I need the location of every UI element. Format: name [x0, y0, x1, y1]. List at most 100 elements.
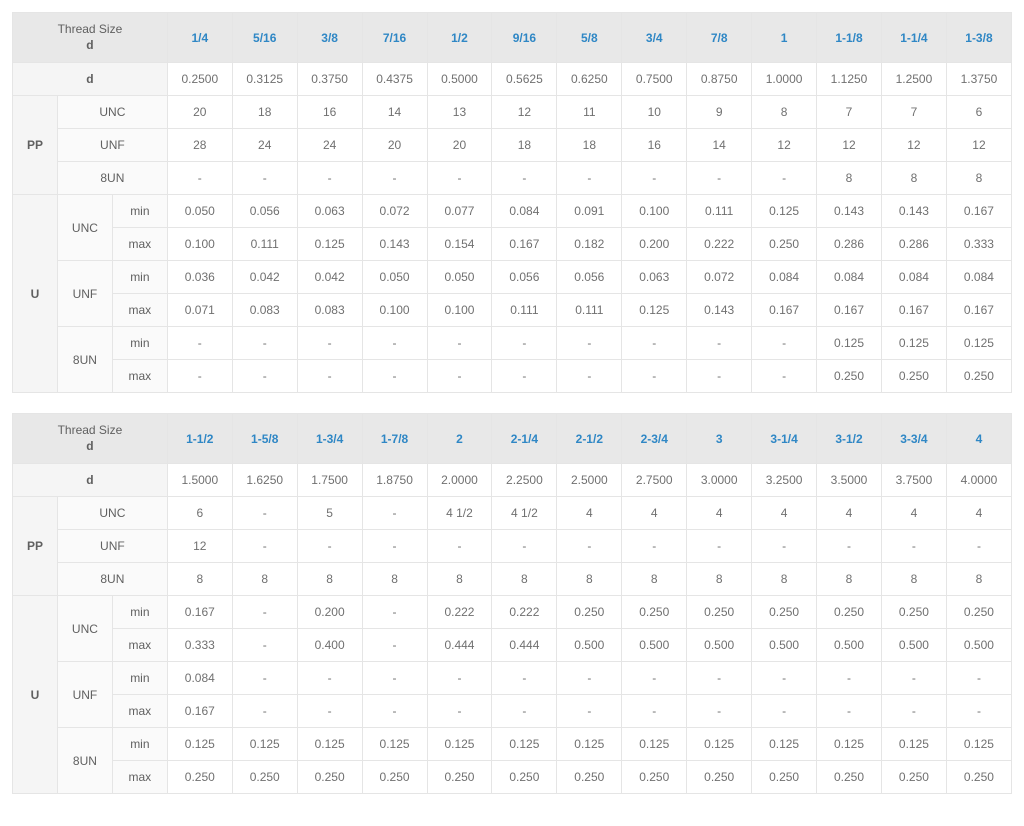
size-col-header: 1-1/4	[881, 13, 946, 63]
u-8un-min-value: -	[557, 327, 622, 360]
u-unf-max-value: 0.167	[817, 294, 882, 327]
pp-label: PP	[13, 96, 58, 195]
pp-unf-label: UNF	[57, 530, 167, 563]
pp-unf-value: -	[946, 530, 1011, 563]
pp-unc-value: -	[232, 497, 297, 530]
u-unf-min-value: -	[427, 662, 492, 695]
u-8un-min-value: 0.125	[427, 728, 492, 761]
u-unc-min-value: 0.111	[687, 195, 752, 228]
thread-size-header: Thread Sized	[13, 13, 168, 63]
pp-unc-value: 4	[817, 497, 882, 530]
u-unc-max-value: 0.500	[817, 629, 882, 662]
size-col-header: 2	[427, 414, 492, 464]
u-unf-max-value: 0.167	[946, 294, 1011, 327]
u-unf-max-value: 0.125	[622, 294, 687, 327]
u-unf-max-value: -	[752, 695, 817, 728]
u-8un-max-value: -	[557, 360, 622, 393]
u-8un-max-value: 0.250	[167, 761, 232, 794]
u-8un-min-value: 0.125	[297, 728, 362, 761]
pp-unf-value: -	[492, 530, 557, 563]
pp-8un-value: 8	[167, 563, 232, 596]
d-value: 2.2500	[492, 464, 557, 497]
u-unc-min-value: 0.100	[622, 195, 687, 228]
pp-unf-value: 18	[557, 129, 622, 162]
u-8un-max-value: 0.250	[427, 761, 492, 794]
pp-8un-label: 8UN	[57, 162, 167, 195]
pp-8un-value: -	[362, 162, 427, 195]
pp-8un-value: 8	[817, 563, 882, 596]
u-8un-min-value: 0.125	[946, 327, 1011, 360]
u-unc-min-value: 0.250	[557, 596, 622, 629]
u-unc-label: UNC	[57, 596, 112, 662]
u-unf-max-value: -	[297, 695, 362, 728]
u-unc-min-value: 0.250	[752, 596, 817, 629]
u-unc-max-value: 0.222	[687, 228, 752, 261]
size-col-header: 2-1/2	[557, 414, 622, 464]
pp-unf-value: 24	[232, 129, 297, 162]
pp-8un-value: -	[427, 162, 492, 195]
u-unf-min-value: 0.042	[297, 261, 362, 294]
d-value: 2.5000	[557, 464, 622, 497]
pp-unc-value: -	[362, 497, 427, 530]
u-unf-min-value: -	[817, 662, 882, 695]
u-8un-min-value: 0.125	[687, 728, 752, 761]
u-unc-min-value: 0.167	[946, 195, 1011, 228]
u-unc-min-value: 0.125	[752, 195, 817, 228]
u-8un-max-value: 0.250	[946, 761, 1011, 794]
size-col-header: 1-3/4	[297, 414, 362, 464]
u-unf-min-value: 0.084	[167, 662, 232, 695]
pp-unf-value: -	[817, 530, 882, 563]
u-8un-min-value: -	[232, 327, 297, 360]
u-unf-min-value: 0.042	[232, 261, 297, 294]
u-unf-max-value: 0.167	[881, 294, 946, 327]
pp-unf-value: 14	[687, 129, 752, 162]
u-unc-max-value: 0.286	[817, 228, 882, 261]
u-unc-max-value: 0.154	[427, 228, 492, 261]
u-8un-min-value: 0.125	[817, 728, 882, 761]
u-unc-max-value: 0.111	[232, 228, 297, 261]
u-unf-min-value: -	[881, 662, 946, 695]
pp-unf-value: -	[362, 530, 427, 563]
u-unc-min-value: 0.250	[687, 596, 752, 629]
pp-unf-value: 12	[881, 129, 946, 162]
u-8un-min-value: 0.125	[817, 327, 882, 360]
u-8un-min-value: -	[752, 327, 817, 360]
pp-8un-value: 8	[232, 563, 297, 596]
u-8un-max-value: 0.250	[232, 761, 297, 794]
u-unf-label: UNF	[57, 662, 112, 728]
u-unc-max-value: 0.444	[492, 629, 557, 662]
size-col-header: 7/16	[362, 13, 427, 63]
u-8un-min-value: 0.125	[492, 728, 557, 761]
pp-8un-value: 8	[946, 162, 1011, 195]
u-unf-min-value: -	[492, 662, 557, 695]
u-unf-max-label: max	[112, 695, 167, 728]
u-8un-max-value: 0.250	[492, 761, 557, 794]
pp-unc-value: 7	[881, 96, 946, 129]
u-8un-max-value: 0.250	[687, 761, 752, 794]
u-unc-max-value: 0.333	[946, 228, 1011, 261]
pp-unf-value: 12	[752, 129, 817, 162]
pp-8un-value: 8	[427, 563, 492, 596]
d-value: 1.2500	[881, 63, 946, 96]
pp-unc-value: 6	[946, 96, 1011, 129]
u-unc-max-value: 0.200	[622, 228, 687, 261]
u-unc-min-value: 0.143	[881, 195, 946, 228]
d-value: 0.8750	[687, 63, 752, 96]
d-value: 1.3750	[946, 63, 1011, 96]
u-8un-label: 8UN	[57, 728, 112, 794]
tables-container: Thread Sized1/45/163/87/161/29/165/83/47…	[12, 12, 1012, 794]
u-unf-max-value: 0.167	[752, 294, 817, 327]
u-unf-max-value: 0.083	[297, 294, 362, 327]
u-8un-min-value: 0.125	[362, 728, 427, 761]
u-unf-label: UNF	[57, 261, 112, 327]
u-8un-min-value: 0.125	[622, 728, 687, 761]
u-unc-min-value: 0.250	[946, 596, 1011, 629]
u-unf-min-value: 0.072	[687, 261, 752, 294]
pp-unf-value: -	[881, 530, 946, 563]
pp-unc-value: 9	[687, 96, 752, 129]
u-unc-min-value: 0.250	[881, 596, 946, 629]
u-unc-max-label: max	[112, 228, 167, 261]
u-unc-min-value: 0.063	[297, 195, 362, 228]
u-unf-max-label: max	[112, 294, 167, 327]
pp-unc-value: 4	[752, 497, 817, 530]
